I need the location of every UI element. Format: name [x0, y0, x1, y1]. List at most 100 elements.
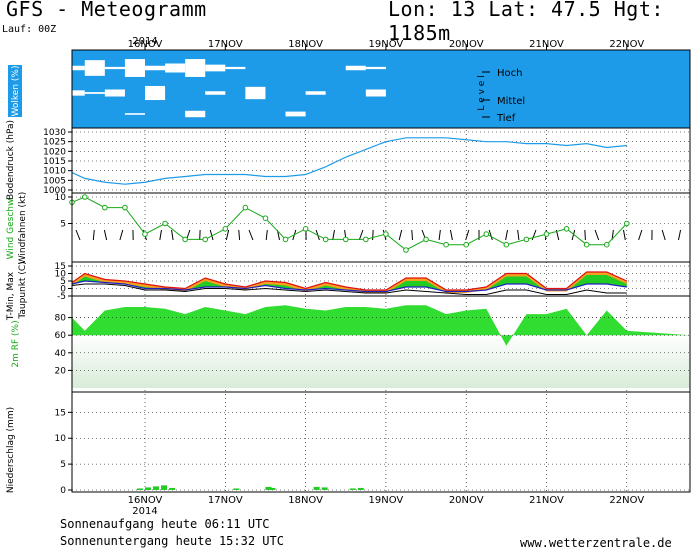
pressure-tick-label: 1000 — [43, 186, 66, 196]
wind-speed-point — [523, 236, 530, 243]
wind-barb — [171, 229, 174, 241]
precip-bar — [349, 488, 356, 490]
wind-speed-point — [81, 194, 88, 200]
day-label-bottom: 21NOV — [529, 495, 564, 506]
cloud-gap-cell — [245, 86, 266, 100]
wind-speed-point — [102, 204, 108, 211]
rh-tick-label: 20 — [55, 366, 67, 376]
wind-barb — [584, 229, 586, 241]
pressure-line — [71, 137, 627, 185]
cloud-background — [72, 50, 690, 128]
precip-tick-label: 0 — [60, 486, 66, 496]
cloud-gap-cell — [84, 92, 105, 94]
temp-tick-label: 5 — [60, 277, 66, 287]
wind-barb — [638, 229, 643, 241]
sunset-text: Sonnenuntergang heute 15:32 UTC — [60, 534, 284, 548]
rh-gradient-bg — [72, 335, 690, 388]
run-label: Lauf: 00Z — [2, 24, 57, 35]
precip-bar — [169, 487, 176, 490]
precip-bar — [269, 487, 276, 490]
wind-speed-point — [222, 226, 229, 232]
day-label-bottom: 20NOV — [449, 495, 484, 506]
day-label-bottom: 17NOV — [208, 495, 243, 506]
cloud-gap-cell — [365, 66, 386, 70]
cloud-gap-cell — [104, 89, 125, 97]
cloud-gap-cell — [145, 65, 166, 71]
precip-bar — [153, 486, 160, 490]
cloud-gap-cell — [165, 63, 186, 73]
wind-barb — [238, 229, 241, 241]
temp-tick-label: 15 — [55, 262, 66, 272]
wind-barb — [488, 229, 493, 241]
wind-speed-point — [383, 231, 389, 237]
precip-bar — [265, 486, 272, 490]
wind-barb — [119, 229, 124, 241]
wind-speed-point — [503, 241, 510, 248]
wind-barb — [594, 229, 600, 241]
cloud-gap-cell — [365, 89, 386, 97]
wind-barb — [92, 229, 95, 241]
rh-tick-label: 60 — [55, 331, 67, 341]
day-label-bottom: 19NOV — [369, 495, 404, 506]
day-label-top: 17NOV — [208, 39, 243, 50]
precip-bar — [136, 488, 143, 490]
pressure-tick-label: 1010 — [43, 167, 66, 177]
wind-speed-point — [463, 241, 470, 248]
cloud-gap-cell — [84, 60, 105, 76]
wind-speed-line — [71, 196, 628, 251]
pressure-tick-label: 1005 — [43, 176, 66, 186]
cloud-gap-cell — [205, 64, 226, 72]
wind-speed-point — [122, 204, 128, 211]
wind-speed-point — [423, 236, 429, 243]
wind-speed-point — [363, 236, 369, 243]
wind-speed-point — [322, 236, 329, 243]
wind-barb — [358, 229, 364, 241]
wind-barb — [411, 229, 413, 241]
precip-bar — [145, 487, 151, 490]
wind-barb — [623, 229, 626, 241]
cloud-ylabel-bg — [8, 65, 22, 117]
pressure-ylabel: Bodendruck (hPa) — [6, 120, 16, 200]
precip-tick-label: 5 — [60, 460, 66, 470]
wind-speed-point — [302, 226, 309, 232]
wind-barb — [103, 229, 108, 241]
wind-barb — [678, 229, 682, 241]
wind-speed-point — [403, 247, 409, 253]
wind-speed-point — [483, 231, 490, 237]
wind-barb — [517, 229, 520, 241]
temp-ylabel: T-Min, Max — [6, 271, 16, 321]
location-info: Lon: 13 Lat: 47.5 Hgt: 1185m — [388, 0, 664, 45]
year-label-bottom: 2014 — [132, 506, 157, 517]
precip-ylabel: Niederschlag (mm) — [6, 407, 16, 493]
wind-barb — [159, 229, 162, 241]
rh-tick-label: 80 — [55, 314, 67, 324]
temp-min-line — [71, 280, 627, 293]
wind-speed-point — [242, 204, 249, 211]
wind-tick-label: 5 — [60, 220, 66, 230]
wind-barb — [225, 229, 230, 241]
temp-warm-area — [72, 272, 627, 293]
site-link[interactable]: www.wetterzentrale.de — [520, 536, 672, 550]
temp-tick-label: 10 — [55, 270, 67, 280]
cloud-gap-cell — [285, 111, 306, 117]
wind-speed-point — [162, 220, 168, 227]
wind-barb — [449, 229, 453, 241]
wind-barb — [661, 229, 666, 241]
cloud-level-label: Hoch — [497, 68, 522, 79]
wind-barb — [571, 229, 576, 241]
wind-barb — [505, 229, 509, 241]
cloud-ylabel: Wolken (%) — [11, 66, 21, 117]
sunrise-text: Sonnenaufgang heute 06:11 UTC — [60, 517, 270, 531]
wind-barb — [398, 229, 403, 241]
wind-barb — [438, 229, 441, 241]
cloud-gap-cell — [72, 90, 85, 96]
wind-speed-point — [342, 236, 349, 243]
pressure-tick-label: 1015 — [43, 157, 66, 167]
wind-speed-point — [182, 236, 188, 243]
wind-speed-point — [443, 241, 449, 248]
cloud-gap-cell — [72, 65, 85, 71]
wind-barb — [209, 229, 214, 241]
temp-tick-label: 0 — [60, 285, 66, 295]
wind-speed-point — [624, 220, 630, 227]
